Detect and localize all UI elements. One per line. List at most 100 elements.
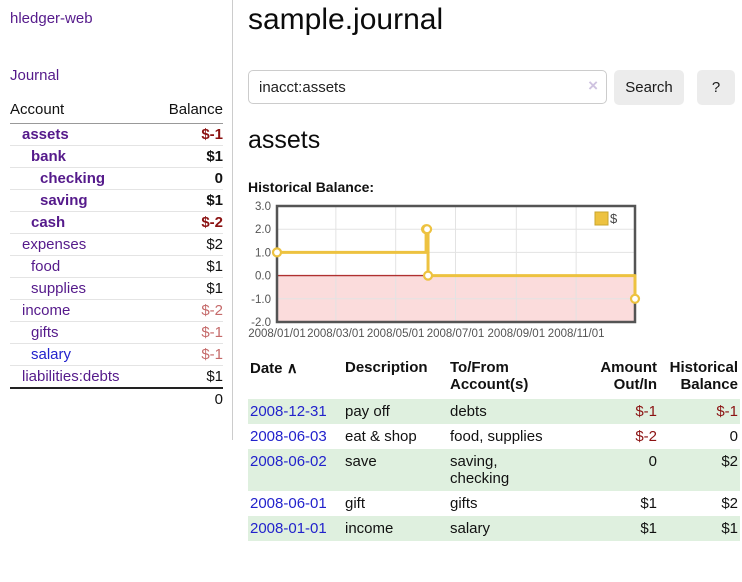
transaction-amount: $-1 bbox=[635, 403, 657, 420]
account-link-saving[interactable]: saving bbox=[40, 192, 88, 209]
transaction-amount: $1 bbox=[640, 520, 657, 537]
account-row-salary: salary $-1 bbox=[10, 343, 223, 366]
account-link-food[interactable]: food bbox=[31, 258, 61, 275]
svg-text:$: $ bbox=[610, 211, 618, 226]
account-balance: $-1 bbox=[152, 343, 223, 366]
transaction-date-link[interactable]: 2008-06-01 bbox=[250, 495, 327, 512]
accounts-header-balance: Balance bbox=[152, 98, 223, 124]
account-balance: $-2 bbox=[152, 299, 223, 322]
svg-text:2008/11/01: 2008/11/01 bbox=[548, 328, 605, 340]
account-row-supplies: supplies $1 bbox=[10, 277, 223, 300]
register-row: 2008-06-02 save saving, checking 0 $2 bbox=[248, 449, 740, 491]
transaction-date-link[interactable]: 2008-01-01 bbox=[250, 520, 327, 537]
account-row-income: income $-2 bbox=[10, 299, 223, 322]
account-link-gifts[interactable]: gifts bbox=[31, 324, 59, 341]
register-header-balance: Historical Balance bbox=[669, 359, 738, 393]
register-header-date[interactable]: Date ∧ bbox=[250, 360, 298, 377]
register-row: 2008-06-01 gift gifts $1 $2 bbox=[248, 491, 740, 516]
help-button[interactable]: ? bbox=[697, 70, 735, 105]
historical-balance-chart: $3.0 2.0 1.0 0.0 -1.0 -2.0 2008/01/01 2008/03/0… bbox=[245, 200, 742, 340]
account-balance: $1 bbox=[152, 365, 223, 388]
accounts-table: Account Balance assets $-1 bank $1 check… bbox=[10, 98, 223, 410]
register-table: Date ∧ Description To/From Account(s) Am… bbox=[248, 356, 740, 541]
transaction-description: income bbox=[345, 520, 394, 537]
svg-text:-1.0: -1.0 bbox=[251, 294, 271, 306]
account-balance: $1 bbox=[152, 255, 223, 278]
search-form: × Search ? bbox=[248, 70, 742, 105]
transaction-balance: $-1 bbox=[716, 403, 738, 420]
account-row-food: food $1 bbox=[10, 255, 223, 278]
account-balance: $-1 bbox=[201, 126, 223, 143]
register-row: 2008-12-31 pay off debts $-1 $-1 bbox=[248, 399, 740, 424]
register-header-amount: Amount Out/In bbox=[600, 359, 657, 393]
transaction-description: save bbox=[345, 453, 377, 470]
svg-text:0.0: 0.0 bbox=[255, 271, 271, 283]
account-balance: $-1 bbox=[152, 321, 223, 344]
transaction-description: pay off bbox=[345, 403, 390, 420]
account-balance: $-2 bbox=[152, 211, 223, 234]
brand-link[interactable]: hledger-web bbox=[10, 10, 93, 27]
account-row-expenses: expenses $2 bbox=[10, 233, 223, 256]
account-link-bank[interactable]: bank bbox=[31, 148, 67, 165]
account-balance: $1 bbox=[152, 277, 223, 300]
transaction-accounts: salary bbox=[450, 520, 491, 537]
account-link-supplies[interactable]: supplies bbox=[31, 280, 87, 297]
sidebar: hledger-web Journal Account Balance asse… bbox=[0, 0, 233, 440]
main-content: sample.journal × Search ? assets Histori… bbox=[248, 0, 742, 541]
register-row: 2008-01-01 income salary $1 $1 bbox=[248, 516, 740, 541]
account-balance: $1 bbox=[152, 189, 223, 212]
transaction-amount: $1 bbox=[640, 495, 657, 512]
register-header-accounts: To/From Account(s) bbox=[450, 359, 529, 393]
svg-text:2008/03/01: 2008/03/01 bbox=[307, 328, 365, 340]
accounts-total-row: 0 bbox=[10, 387, 223, 410]
account-link-liabilities-debts[interactable]: liabilities:debts bbox=[22, 368, 120, 385]
transaction-balance: $2 bbox=[721, 495, 738, 512]
transaction-amount: 0 bbox=[648, 453, 657, 470]
search-input-wrap: × bbox=[248, 70, 607, 104]
transaction-date-link[interactable]: 2008-12-31 bbox=[250, 403, 327, 420]
sort-asc-icon: ∧ bbox=[286, 360, 298, 377]
svg-text:2008/05/01: 2008/05/01 bbox=[367, 328, 425, 340]
accounts-header-account: Account bbox=[10, 98, 153, 124]
account-balance: $1 bbox=[152, 145, 223, 168]
svg-text:2008/07/01: 2008/07/01 bbox=[427, 328, 485, 340]
account-link-salary[interactable]: salary bbox=[31, 346, 72, 363]
account-row-assets: assets $-1 bbox=[10, 124, 223, 146]
register-header-description: Description bbox=[345, 359, 428, 376]
page-title: sample.journal bbox=[248, 3, 444, 36]
sidebar-item-journal[interactable]: Journal bbox=[10, 67, 60, 84]
account-row-liabilities-debts: liabilities:debts $1 bbox=[10, 365, 223, 388]
account-link-cash[interactable]: cash bbox=[31, 214, 66, 231]
account-link-assets[interactable]: assets bbox=[22, 126, 69, 143]
transaction-balance: $2 bbox=[721, 453, 738, 470]
svg-text:-2.0: -2.0 bbox=[251, 317, 271, 329]
transaction-amount: $-2 bbox=[635, 428, 657, 445]
svg-text:2008/09/01: 2008/09/01 bbox=[488, 328, 546, 340]
clear-search-icon[interactable]: × bbox=[588, 76, 598, 95]
transaction-date-link[interactable]: 2008-06-02 bbox=[250, 453, 327, 470]
register-row: 2008-06-03 eat & shop food, supplies $-2… bbox=[248, 424, 740, 449]
account-link-expenses[interactable]: expenses bbox=[22, 236, 87, 253]
account-row-saving: saving $1 bbox=[10, 189, 223, 212]
transaction-accounts: saving, checking bbox=[450, 453, 510, 487]
account-row-checking: checking 0 bbox=[10, 167, 223, 190]
svg-text:2008/01/01: 2008/01/01 bbox=[248, 328, 306, 340]
svg-text:3.0: 3.0 bbox=[255, 201, 271, 213]
search-input[interactable] bbox=[248, 70, 607, 104]
transaction-accounts: debts bbox=[450, 403, 487, 420]
svg-text:1.0: 1.0 bbox=[255, 247, 271, 259]
account-link-checking[interactable]: checking bbox=[40, 170, 106, 187]
transaction-balance: 0 bbox=[729, 428, 738, 445]
chart-title: Historical Balance: bbox=[248, 179, 375, 195]
transaction-accounts: food, supplies bbox=[450, 428, 543, 445]
account-row-cash: cash $-2 bbox=[10, 211, 223, 234]
transaction-description: eat & shop bbox=[345, 428, 417, 445]
account-link-income[interactable]: income bbox=[22, 302, 71, 319]
account-row-bank: bank $1 bbox=[10, 145, 223, 168]
account-balance: 0 bbox=[152, 167, 223, 190]
account-balance: $2 bbox=[152, 233, 223, 256]
svg-text:2.0: 2.0 bbox=[255, 224, 271, 236]
transaction-date-link[interactable]: 2008-06-03 bbox=[250, 428, 327, 445]
search-button[interactable]: Search bbox=[614, 70, 684, 105]
